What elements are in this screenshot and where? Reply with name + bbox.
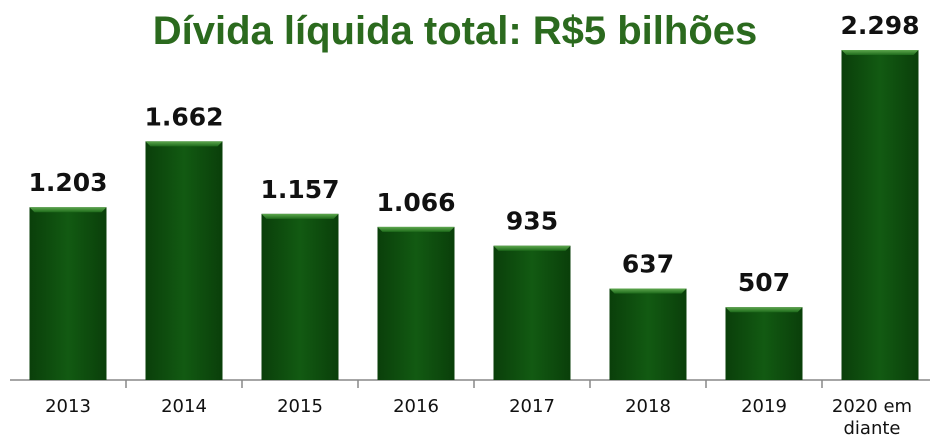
bar-bevel — [29, 207, 107, 213]
bar-group — [841, 50, 919, 380]
bar-group — [145, 141, 223, 380]
x-tick-label: 2016 — [393, 396, 439, 417]
x-tick-label: 2020 em diante — [831, 396, 913, 439]
x-tick-label: 2019 — [741, 396, 787, 417]
bar — [261, 213, 339, 380]
bar-group — [261, 213, 339, 380]
bar-group — [29, 207, 107, 380]
bar — [29, 207, 107, 380]
bar-bevel — [841, 50, 919, 55]
chart-title: Dívida líquida total: R$5 bilhões — [153, 9, 758, 53]
bar-group — [493, 245, 571, 380]
value-label: 2.298 — [840, 11, 919, 40]
bar-group — [377, 226, 455, 380]
bar — [841, 50, 919, 380]
bar — [725, 307, 803, 380]
value-label: 935 — [506, 207, 558, 236]
bar-bevel — [261, 213, 339, 219]
bar-bevel — [377, 226, 455, 232]
bar — [377, 226, 455, 380]
x-tick-label: 2018 — [625, 396, 671, 417]
bar — [609, 288, 687, 380]
bar-bevel — [493, 245, 571, 251]
value-label: 507 — [738, 268, 790, 297]
value-label: 637 — [622, 250, 674, 279]
value-label: 1.157 — [260, 175, 339, 204]
bar — [145, 141, 223, 380]
x-tick-label: 2014 — [161, 396, 207, 417]
value-label: 1.662 — [144, 102, 223, 131]
value-label: 1.066 — [376, 188, 455, 217]
value-label: 1.203 — [28, 168, 107, 197]
bar-group — [725, 307, 803, 380]
bar-group — [609, 288, 687, 380]
bar-bevel — [145, 141, 223, 147]
x-tick-label: 2015 — [277, 396, 323, 417]
bar-bevel — [725, 307, 803, 313]
bar — [493, 245, 571, 380]
x-tick-label: 2017 — [509, 396, 555, 417]
x-tick-label: 2013 — [45, 396, 91, 417]
bar-bevel — [609, 288, 687, 294]
